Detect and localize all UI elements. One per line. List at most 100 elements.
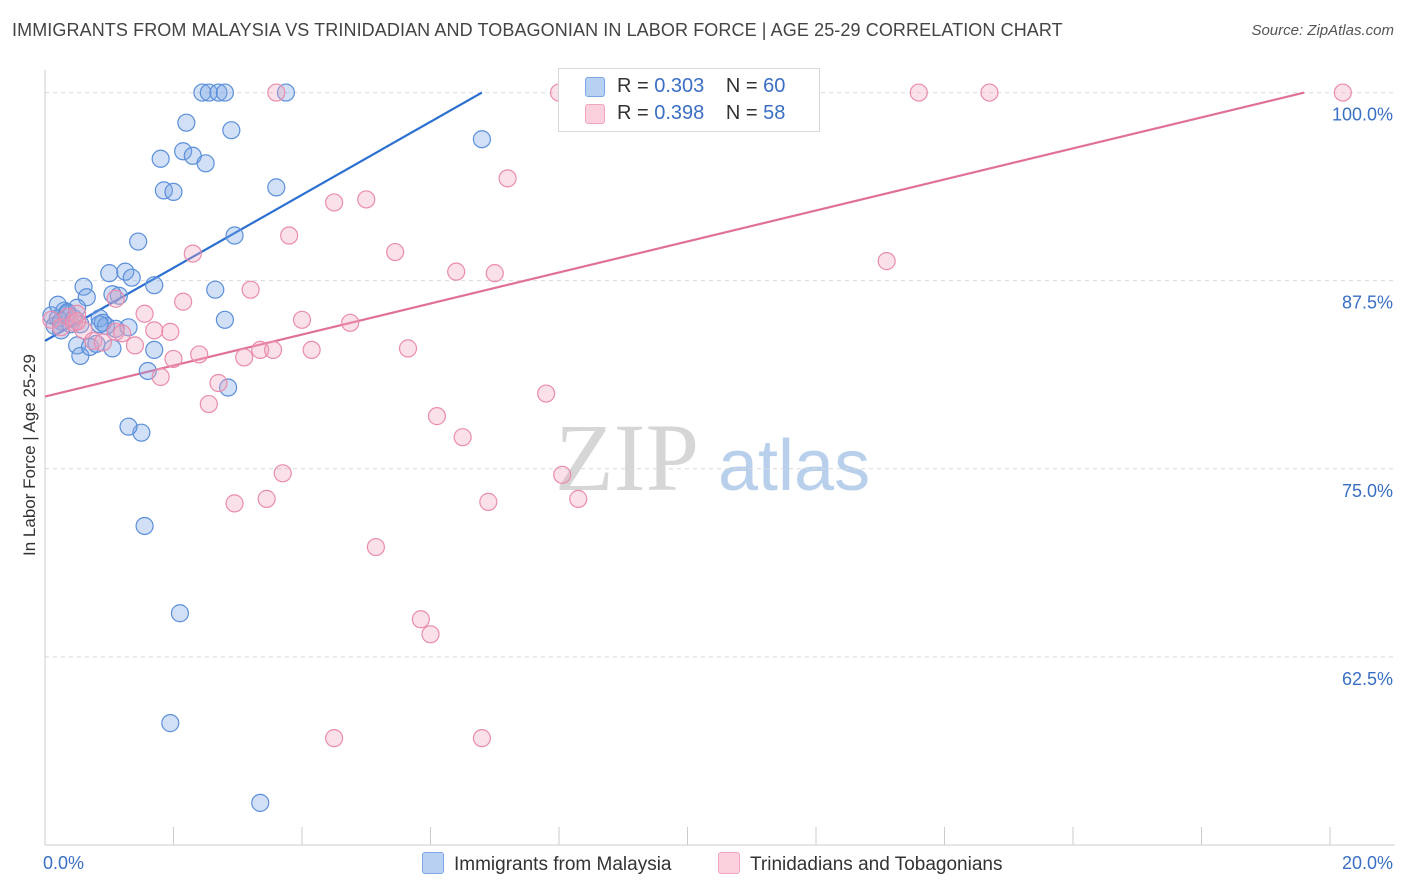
legend-r-label: R = <box>617 75 649 97</box>
point-trinidad <box>569 489 588 508</box>
legend-swatch-malaysia <box>585 77 605 97</box>
legend-n-label: N = <box>725 75 758 97</box>
point-trinidad <box>537 384 556 403</box>
point-trinidad <box>427 407 447 426</box>
point-trinidad <box>292 310 312 329</box>
point-malaysia <box>199 83 218 102</box>
point-malaysia <box>129 232 148 251</box>
point-trinidad <box>386 242 405 262</box>
bottom-legend-label-trinidad: Trinidadians and Tobagonians <box>750 854 1003 875</box>
point-malaysia <box>145 340 164 360</box>
point-trinidad <box>366 537 385 557</box>
point-trinidad <box>341 313 360 332</box>
point-trinidad <box>1333 83 1352 102</box>
point-trinidad <box>161 322 180 341</box>
point-trinidad <box>411 610 430 629</box>
point-malaysia <box>154 181 173 200</box>
point-malaysia <box>122 268 141 287</box>
point-trinidad <box>135 304 154 323</box>
data-points <box>42 83 1352 812</box>
point-trinidad <box>357 190 376 209</box>
point-malaysia <box>209 83 228 102</box>
point-malaysia <box>267 178 286 197</box>
bottom-legend-swatch-malaysia <box>422 852 444 874</box>
point-trinidad <box>472 729 491 748</box>
point-malaysia <box>74 277 93 296</box>
point-malaysia <box>174 142 193 161</box>
point-trinidad <box>421 625 440 644</box>
x-tick-label-min: 0.0% <box>43 853 84 873</box>
correlation-legend: R = 0.303 N = 60 R = 0.398 N = 58 <box>558 68 820 132</box>
legend-r-value-malaysia: 0.303 <box>654 75 705 97</box>
point-trinidad <box>112 324 132 343</box>
point-trinidad <box>263 340 283 360</box>
point-malaysia <box>177 113 196 132</box>
point-trinidad <box>325 193 344 212</box>
point-malaysia <box>472 130 491 149</box>
tick-labels: 62.5% 75.0% 87.5% 100.0% 0.0% 20.0% <box>43 105 1393 873</box>
point-trinidad <box>325 729 344 748</box>
point-trinidad <box>93 333 112 352</box>
gridlines <box>45 92 1395 658</box>
point-trinidad <box>909 83 928 102</box>
trend-line-trinidad <box>44 91 1305 398</box>
point-malaysia <box>215 310 234 329</box>
point-trinidad <box>151 367 170 387</box>
point-trinidad <box>106 322 125 341</box>
y-tick-label: 100.0% <box>1332 105 1393 125</box>
point-trinidad <box>498 169 517 188</box>
point-trinidad <box>174 292 193 311</box>
y-tick-label: 75.0% <box>1342 481 1393 501</box>
point-malaysia <box>251 793 270 812</box>
legend-r-label: R = <box>617 102 649 124</box>
point-malaysia <box>219 378 238 397</box>
point-malaysia <box>193 83 212 102</box>
point-trinidad <box>125 336 145 355</box>
point-trinidad <box>280 226 299 245</box>
point-malaysia <box>145 276 164 295</box>
point-malaysia <box>109 286 128 305</box>
legend-r-value-trinidad: 0.398 <box>654 102 705 124</box>
point-malaysia <box>215 83 234 102</box>
point-malaysia <box>196 154 215 173</box>
bottom-legend-swatch-trinidad <box>718 852 740 874</box>
point-malaysia <box>135 516 154 536</box>
legend-n-value-malaysia: 60 <box>763 75 786 97</box>
point-trinidad <box>257 489 276 508</box>
point-malaysia <box>119 417 138 436</box>
x-tick-label-max: 20.0% <box>1342 853 1393 873</box>
point-trinidad <box>68 304 87 323</box>
y-tick-label: 87.5% <box>1342 293 1393 313</box>
watermark-atlas: atlas <box>718 426 870 506</box>
point-malaysia <box>71 346 90 366</box>
point-malaysia <box>100 264 119 283</box>
point-trinidad <box>980 83 999 102</box>
point-malaysia <box>151 149 170 168</box>
trend-lines <box>44 91 1305 398</box>
point-trinidad <box>209 373 228 393</box>
point-trinidad <box>199 394 218 414</box>
point-trinidad <box>106 289 125 308</box>
point-trinidad <box>453 428 472 447</box>
bottom-legend-malaysia: Immigrants from Malaysia <box>422 852 672 876</box>
watermark-zip: ZIP <box>555 404 699 511</box>
point-malaysia <box>170 604 190 623</box>
y-axis-label: In Labor Force | Age 25-29 <box>20 354 39 556</box>
point-malaysia <box>90 315 109 334</box>
point-trinidad <box>447 262 466 281</box>
legend-n-label: N = <box>725 102 758 124</box>
point-trinidad <box>183 244 202 263</box>
point-trinidad <box>241 280 260 299</box>
point-malaysia <box>276 83 296 102</box>
bottom-legend-trinidad: Trinidadians and Tobagonians <box>718 852 1002 876</box>
source-label: Source: ZipAtlas.com <box>1251 22 1394 39</box>
point-trinidad <box>877 252 896 271</box>
point-malaysia <box>164 182 183 201</box>
point-trinidad <box>398 339 418 358</box>
point-trinidad <box>164 349 183 369</box>
trend-line-malaysia <box>44 91 483 342</box>
point-malaysia <box>206 280 225 299</box>
legend-swatch-trinidad <box>585 104 605 124</box>
point-malaysia <box>58 303 77 322</box>
